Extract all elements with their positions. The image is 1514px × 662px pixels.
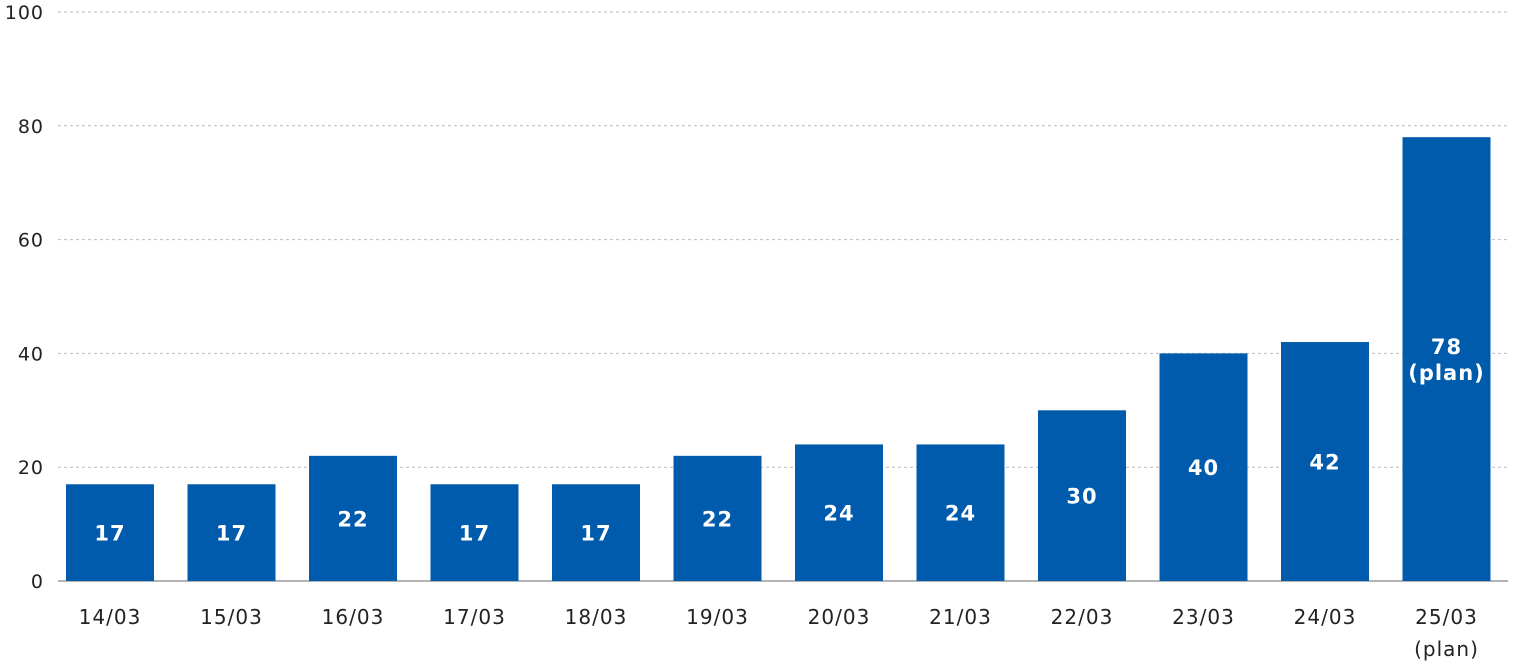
data-label: 24	[823, 502, 854, 526]
x-tick-label: 21/03	[929, 605, 992, 629]
x-tick-label: 18/03	[565, 605, 628, 629]
bar	[1402, 137, 1491, 581]
bar	[1281, 342, 1369, 581]
y-tick-label: 40	[18, 343, 44, 365]
x-tick-label: 14/03	[79, 605, 142, 629]
data-label: 22	[702, 507, 733, 531]
y-tick-label: 0	[31, 571, 44, 593]
bar	[309, 455, 397, 581]
data-label: 17	[94, 522, 125, 546]
x-tick-label: 23/03	[1172, 605, 1235, 629]
x-tick-label: 22/03	[1051, 605, 1114, 629]
data-label: 17	[459, 522, 490, 546]
x-tick-label: 19/03	[686, 605, 749, 629]
bar	[66, 484, 154, 581]
x-tick-label: 15/03	[200, 605, 263, 629]
x-tick-label: 16/03	[322, 605, 385, 629]
bars	[66, 137, 1491, 581]
x-tick-label: 24/03	[1294, 605, 1357, 629]
y-tick-label: 80	[18, 116, 44, 138]
x-tick-label: 20/03	[808, 605, 871, 629]
data-label: 40	[1188, 456, 1219, 480]
y-axis-ticks: 0 20 40 60 80 100	[5, 2, 44, 593]
y-tick-label: 100	[5, 2, 44, 24]
data-label: 17	[216, 522, 247, 546]
data-label: 17	[580, 522, 611, 546]
y-tick-label: 20	[18, 457, 44, 479]
gridlines	[58, 11, 1508, 582]
bar	[795, 444, 883, 581]
data-label: 22	[337, 507, 368, 531]
bar	[1038, 410, 1126, 581]
data-label: 78 (plan)	[1408, 335, 1485, 385]
bar	[673, 455, 762, 581]
bar	[187, 484, 276, 581]
data-label: 24	[945, 502, 976, 526]
data-labels: 17 17 22 17 17 22 24 24 30 40 42 78 (plan)	[94, 335, 1485, 546]
bar	[552, 484, 640, 581]
data-label: 30	[1066, 485, 1097, 509]
x-axis-ticks: 14/03 15/03 16/03 17/03 18/03 19/03 20/03 21/03…	[79, 605, 1479, 661]
x-tick-label: 17/03	[443, 605, 506, 629]
bar	[916, 444, 1005, 581]
bar	[430, 484, 519, 581]
bar	[1159, 353, 1248, 581]
x-tick-label: 25/03 (plan)	[1414, 605, 1479, 661]
y-tick-label: 60	[18, 230, 44, 252]
data-label: 42	[1309, 451, 1340, 475]
